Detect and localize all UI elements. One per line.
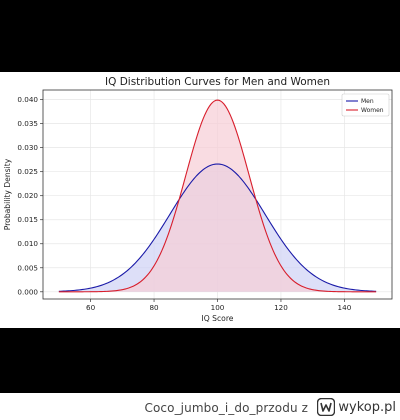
wykop-logo-icon [317,398,336,416]
y-tick-label: 0.015 [17,215,38,224]
y-axis-title: Probability Density [3,158,12,230]
y-tick-label: 0.020 [17,191,38,200]
x-tick-label: 100 [211,303,225,312]
fill-areas [58,100,377,292]
footer-caption-suffix: z [301,401,308,415]
wykop-logo-text: wykop.pl [338,399,396,415]
y-tick-label: 0.035 [17,119,38,128]
x-axis-title: IQ Score [202,314,234,323]
women-series-line [58,99,377,293]
x-tick-label: 80 [149,303,159,312]
chart-frame: 60 80 100 120 140 0.000 0.005 0.010 0.015 0.020 0.… [0,72,400,328]
footer-username[interactable]: Coco_jumbo_i_do_przodu [144,401,298,415]
footer-caption: Coco_jumbo_i_do_przodu z [145,401,308,415]
women-fill-area [58,100,377,292]
men-series-line [58,163,377,292]
x-tick-label: 60 [86,303,96,312]
wykop-logo[interactable]: wykop.pl [317,397,396,417]
ticks: 60 80 100 120 140 0.000 0.005 0.010 0.015 0.020 0.… [17,95,351,312]
x-tick-label: 120 [274,303,288,312]
legend: Men Women [341,93,390,117]
y-tick-label: 0.000 [17,287,38,296]
chart: 60 80 100 120 140 0.000 0.005 0.010 0.015 0.020 0.… [3,76,393,323]
legend-label: Women [361,107,384,114]
y-tick-label: 0.005 [17,263,38,272]
y-tick-label: 0.010 [17,239,38,248]
y-tick-label: 0.030 [17,143,38,152]
series-lines [58,99,377,293]
chart-title: IQ Distribution Curves for Men and Women [105,76,330,88]
y-tick-label: 0.040 [17,95,38,104]
y-tick-label: 0.025 [17,167,38,176]
footer-bar: Coco_jumbo_i_do_przodu z wykop.pl [0,393,400,420]
x-tick-label: 140 [338,303,352,312]
legend-label: Men [361,98,374,105]
